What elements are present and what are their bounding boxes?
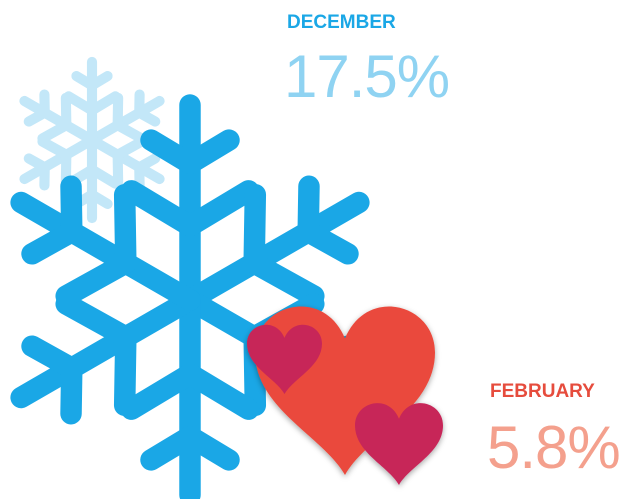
hearts <box>247 307 443 485</box>
month-label: FEBRUARY <box>490 381 595 402</box>
month-label: DECEMBER <box>287 12 396 33</box>
infographic: DECEMBER 17.5% FEBRUARY 5.8% <box>0 0 642 499</box>
percent-value: 5.8% <box>487 414 620 481</box>
page: DECEMBER 17.5% FEBRUARY 5.8% (() => { co… <box>0 0 642 499</box>
percent-value: 17.5% <box>284 43 449 110</box>
